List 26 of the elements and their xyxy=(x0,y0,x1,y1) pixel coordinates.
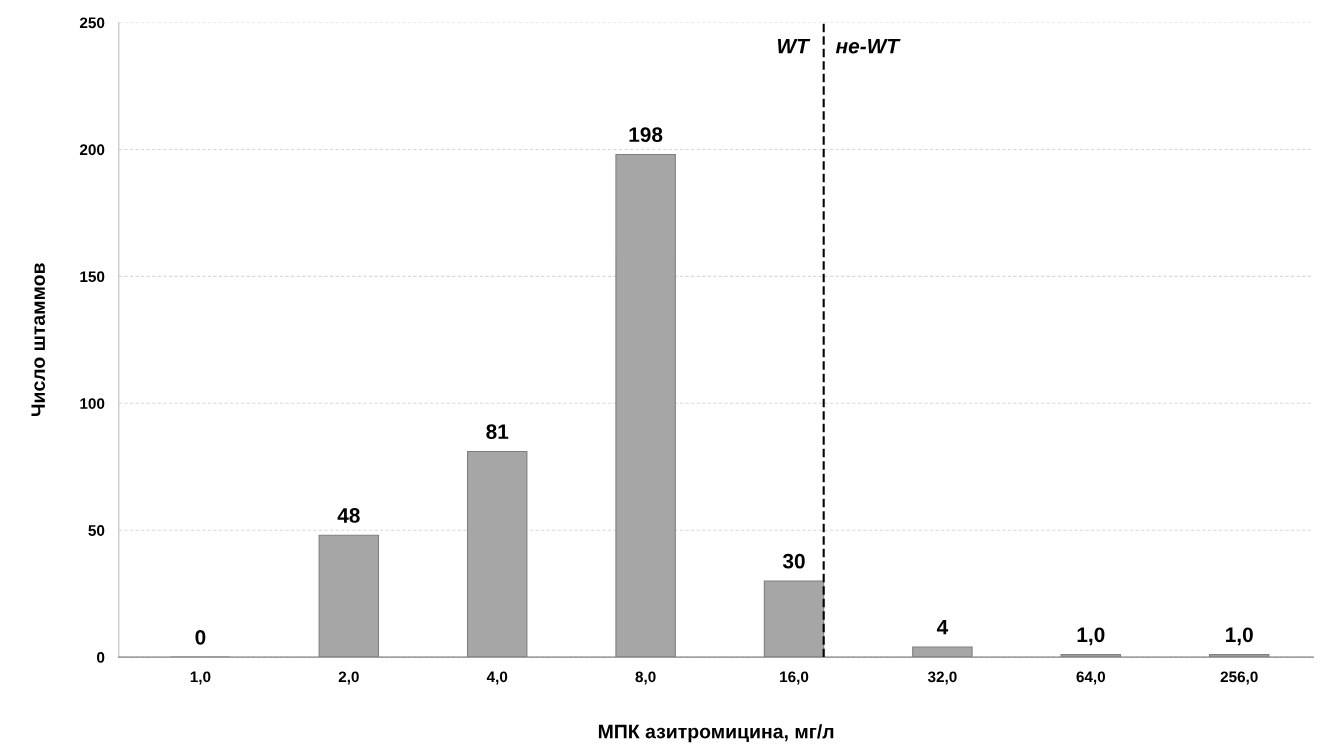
y-tick-label: 200 xyxy=(79,144,105,156)
data-label: 198 xyxy=(629,127,663,143)
y-axis-title: Число штаммов xyxy=(31,263,46,417)
y-tick-label: 0 xyxy=(97,651,105,663)
data-label: 48 xyxy=(337,508,360,523)
x-tick-label: 1,0 xyxy=(190,671,211,685)
data-label: 0 xyxy=(195,629,206,645)
x-tick-label: 64,0 xyxy=(1076,671,1106,685)
x-tick-label: 16,0 xyxy=(780,671,809,685)
data-label: 1,0 xyxy=(1077,627,1105,646)
x-tick-label: 2,0 xyxy=(338,671,359,685)
x-tick-label: 4,0 xyxy=(486,671,508,685)
ref-line-label: не-WT xyxy=(835,38,901,54)
x-tick-label: 256,0 xyxy=(1220,671,1258,685)
x-axis-title: МПК азитромицина, мг/л xyxy=(598,724,834,743)
annotation: WT xyxy=(777,38,811,54)
y-tick-label: 100 xyxy=(80,398,105,409)
data-label: 4 xyxy=(936,619,949,635)
x-tick-label: 32,0 xyxy=(927,671,957,685)
data-label: 1,0 xyxy=(1226,627,1253,646)
y-tick-label: 50 xyxy=(88,525,105,536)
data-label: 30 xyxy=(782,553,805,569)
y-tick-label: 250 xyxy=(79,17,105,29)
x-tick-label: 8,0 xyxy=(635,671,656,685)
y-tick-label: 150 xyxy=(80,271,105,283)
data-label: 81 xyxy=(486,424,509,440)
